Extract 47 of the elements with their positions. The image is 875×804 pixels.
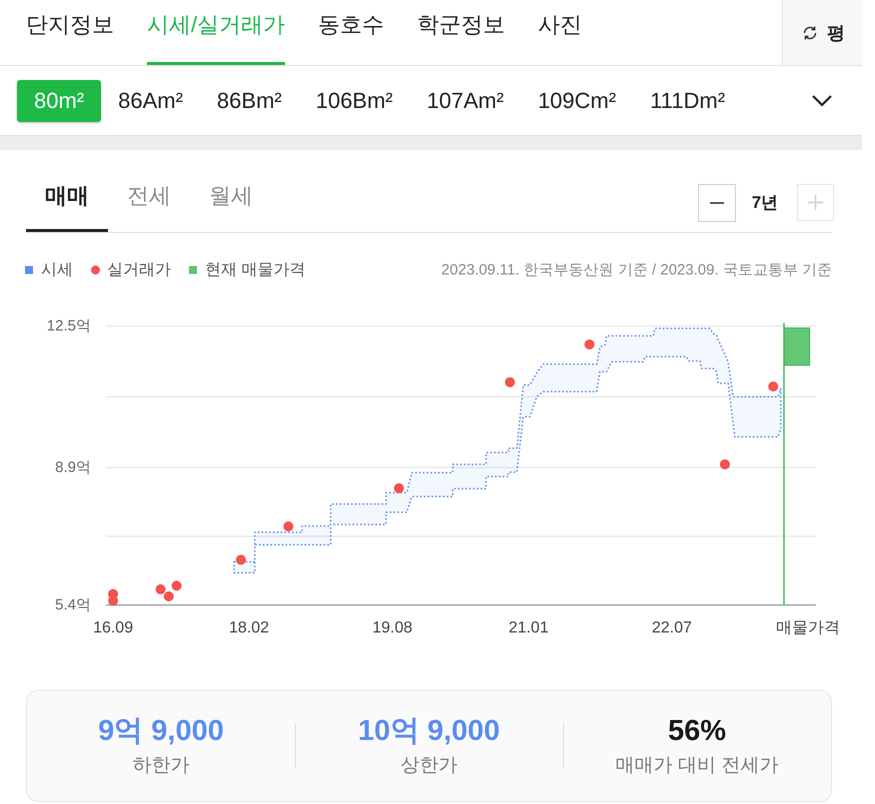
text: 매매 <box>26 165 108 232</box>
point <box>768 382 778 392</box>
point <box>720 459 730 470</box>
text: 매매가 대비 전세가 <box>614 754 780 778</box>
x-tick-label: 22.07 <box>652 620 692 636</box>
text: 전세 <box>126 182 172 210</box>
legend-label: 실거래가 <box>107 262 171 278</box>
x-tick-label: 21.01 <box>508 620 549 636</box>
text: 상한가 <box>400 754 458 778</box>
text: 월세 <box>208 182 254 210</box>
text: 56% <box>666 714 728 749</box>
x-tick-label: 매물가격 <box>776 620 840 636</box>
y-tick-label: 12.5억 <box>46 318 91 334</box>
point <box>236 554 246 565</box>
x-tick-label: 18.02 <box>229 620 270 636</box>
point <box>283 521 294 532</box>
point <box>156 584 166 594</box>
y-tick-label: 8.9억 <box>55 458 91 476</box>
legend-label: 시세 <box>41 262 73 278</box>
text: 하한가 <box>132 754 190 778</box>
text: 동호수 <box>318 11 384 39</box>
text: 평 <box>827 22 845 44</box>
text: 111Dm² <box>649 87 726 115</box>
text: 10억 9,000 <box>357 714 501 749</box>
legend-label: 현재 매물가격 <box>205 262 306 278</box>
text: 107Am² <box>426 87 505 115</box>
text: 2023.09.11. 한국부동산원 기준 / 2023.09. 국토교통부 기준 <box>441 262 832 278</box>
point <box>504 377 515 388</box>
text: 학군정보 <box>417 11 506 39</box>
point <box>172 580 182 591</box>
text: 단지정보 <box>26 11 114 39</box>
point <box>584 339 594 350</box>
text: 7년 <box>750 192 780 214</box>
point <box>108 596 118 606</box>
x-tick-label: 19.08 <box>372 620 412 636</box>
text: 사진 <box>538 11 582 39</box>
text: 109Cm² <box>536 87 618 115</box>
y-tick-label: 5.4억 <box>55 596 91 614</box>
x-tick-label: 16.09 <box>93 620 134 636</box>
text: 106Bm² <box>314 87 394 115</box>
text: 시세/실거래가 <box>147 0 286 65</box>
point <box>394 483 404 494</box>
text: 86Am² <box>117 87 184 115</box>
text: 80m² <box>17 80 102 122</box>
text: 9억 9,000 <box>97 714 225 749</box>
text: 86Bm² <box>216 87 283 115</box>
point <box>164 591 174 602</box>
